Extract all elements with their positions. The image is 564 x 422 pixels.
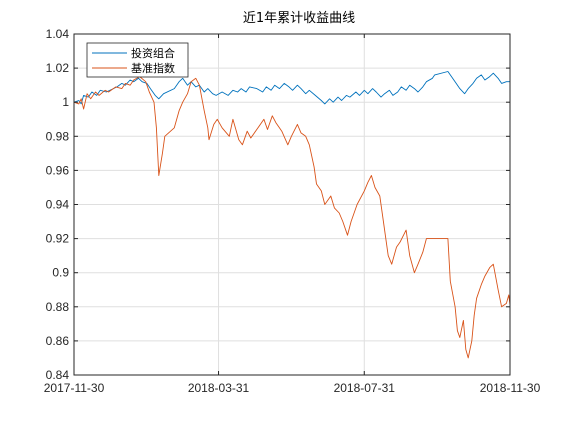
legend-label-benchmark: 基准指数 xyxy=(131,61,175,75)
y-tick-label: 0.86 xyxy=(46,334,70,348)
y-tick-label: 1.02 xyxy=(46,61,70,75)
x-tick-label: 2018-03-31 xyxy=(188,381,250,395)
x-axis: 2017-11-30 2018-03-31 2018-07-31 2018-11-30 xyxy=(44,34,541,395)
y-tick-label: 0.9 xyxy=(52,266,69,280)
y-tick-label: 0.84 xyxy=(46,368,70,382)
x-tick-label: 2017-11-30 xyxy=(44,381,105,395)
series-line-portfolio xyxy=(73,71,510,105)
x-tick-label: 2018-07-31 xyxy=(334,381,396,395)
legend: 投资组合 基准指数 xyxy=(86,42,189,78)
x-tick-label: 2018-11-30 xyxy=(480,381,541,395)
series-line-benchmark xyxy=(73,76,511,359)
grid-lines xyxy=(73,33,511,376)
legend-label-portfolio: 投资组合 xyxy=(131,46,175,60)
y-tick-label: 0.96 xyxy=(46,163,70,177)
y-tick-label: 0.92 xyxy=(46,232,70,246)
y-tick-label: 1.04 xyxy=(46,27,70,41)
legend-box xyxy=(86,42,189,78)
y-tick-label: 0.94 xyxy=(46,198,70,212)
y-tick-label: 1 xyxy=(62,95,69,109)
series-layer xyxy=(73,71,511,359)
y-tick-label: 0.88 xyxy=(46,300,70,314)
chart-title: 近1年累计收益曲线 xyxy=(243,11,355,26)
y-tick-label: 0.98 xyxy=(46,129,70,143)
y-axis: 0.84 0.86 0.88 0.9 0.92 0.94 0.96 0.98 1 1.02 1.04 xyxy=(46,27,510,382)
